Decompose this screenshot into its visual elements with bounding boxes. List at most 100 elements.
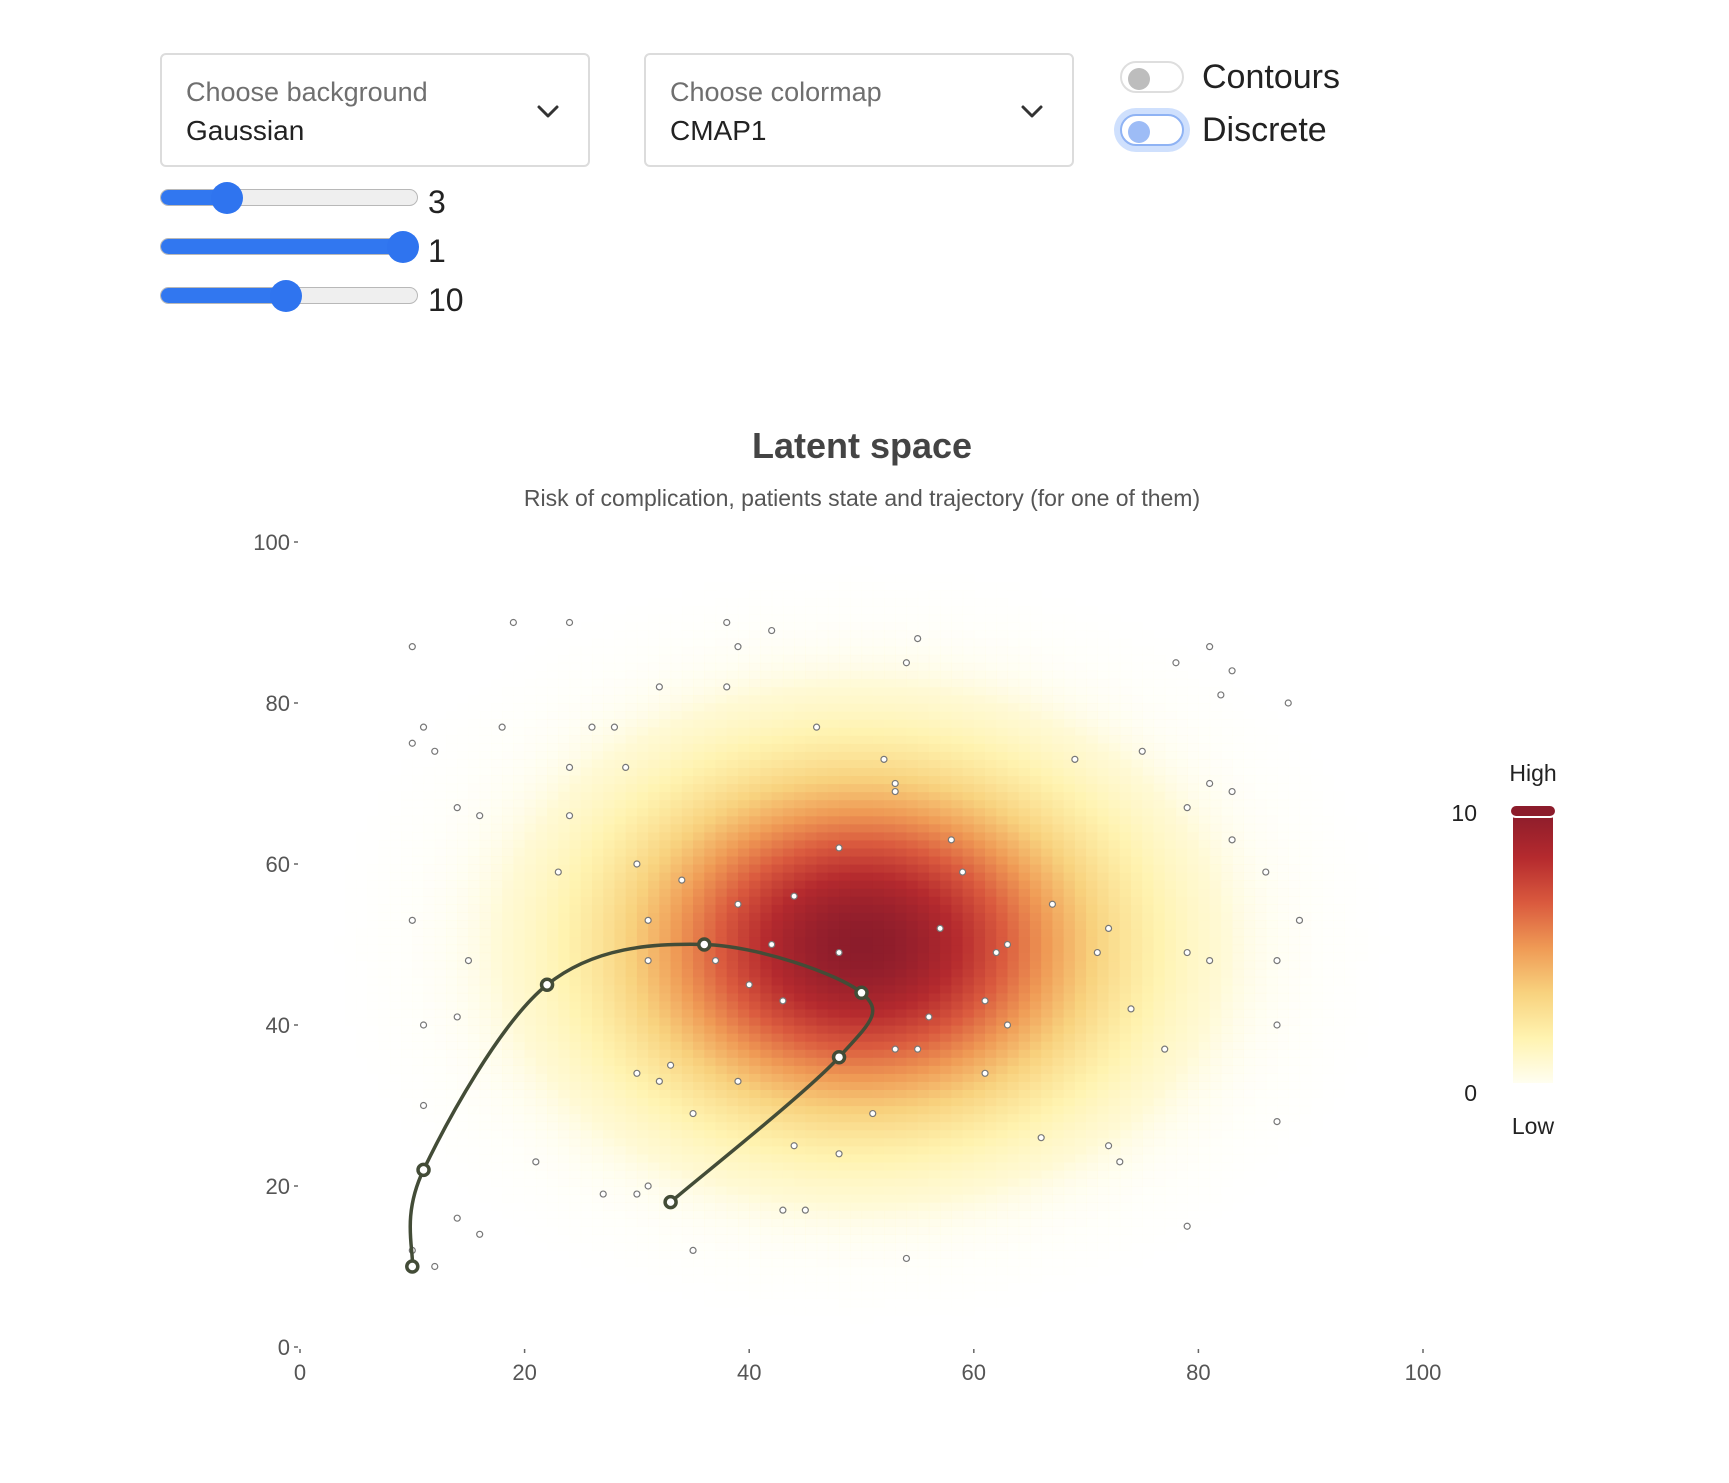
- heatmap-cell: [962, 888, 975, 897]
- discrete-toggle[interactable]: [1120, 114, 1184, 146]
- heatmap-cell: [1018, 944, 1031, 954]
- heatmap-cell: [1041, 606, 1054, 616]
- heatmap-cell: [726, 815, 739, 825]
- heatmap-cell: [1041, 1113, 1054, 1123]
- heatmap-cell: [670, 638, 683, 648]
- heatmap-cell: [940, 1049, 952, 1058]
- heatmap-cell: [816, 1298, 829, 1308]
- heatmap-cell: [1007, 1290, 1020, 1300]
- heatmap-cell: [636, 872, 649, 881]
- heatmap-cell: [962, 815, 975, 825]
- heatmap-cell: [906, 727, 919, 736]
- heatmap-cell: [771, 638, 784, 648]
- heatmap-cell: [883, 1153, 896, 1163]
- heatmap-cell: [659, 1153, 672, 1163]
- heatmap-cell: [861, 582, 874, 591]
- heatmap-cell: [569, 1202, 582, 1211]
- heatmap-cell: [535, 928, 548, 938]
- heatmap-cell: [715, 799, 728, 809]
- heatmap-cell: [468, 1025, 481, 1034]
- heatmap-cell: [524, 888, 537, 897]
- heatmap-cell: [636, 896, 649, 905]
- heatmap-cell: [872, 1041, 885, 1050]
- heatmap-cell: [850, 566, 863, 575]
- heatmap-cell: [704, 1218, 717, 1227]
- heatmap-cell: [996, 1210, 1009, 1219]
- heatmap-cell: [973, 912, 986, 921]
- heatmap-cell: [917, 1033, 930, 1042]
- heatmap-cell: [928, 582, 941, 591]
- heatmap-cell: [457, 968, 470, 978]
- heatmap-cell: [794, 678, 806, 688]
- heatmap-cell: [816, 984, 829, 994]
- heatmap-cell: [805, 1065, 818, 1074]
- heatmap-cell: [603, 727, 616, 736]
- heatmap-cell: [625, 1097, 638, 1107]
- heatmap-cell: [771, 1065, 784, 1074]
- heatmap-cell: [423, 1041, 436, 1050]
- heatmap-cell: [715, 872, 728, 881]
- slider-3-thumb[interactable]: [270, 280, 303, 312]
- slider-2-track[interactable]: [160, 238, 418, 255]
- slider-2-thumb[interactable]: [386, 231, 419, 263]
- heatmap-cell: [827, 960, 840, 970]
- heatmap-cell: [670, 1153, 683, 1163]
- heatmap-cell: [681, 614, 694, 624]
- heatmap-cell: [659, 823, 672, 833]
- heatmap-cell: [883, 614, 896, 624]
- heatmap-cell: [558, 815, 571, 825]
- heatmap-cell: [726, 1137, 739, 1147]
- heatmap-cell: [524, 1202, 537, 1211]
- heatmap-cell: [535, 1049, 548, 1058]
- heatmap-cell: [872, 1274, 885, 1284]
- heatmap-cell: [659, 719, 672, 728]
- heatmap-cell: [1052, 1177, 1065, 1187]
- heatmap-cell: [805, 984, 818, 994]
- colormap-select[interactable]: Choose colormap CMAP1: [644, 53, 1074, 167]
- heatmap-cell: [850, 799, 863, 809]
- heatmap-cell: [1007, 719, 1020, 728]
- heatmap-cell: [614, 976, 627, 986]
- heatmap-cell: [659, 1065, 672, 1074]
- heatmap-cell: [434, 847, 447, 857]
- heatmap-cell: [1018, 1097, 1031, 1107]
- heatmap-cell: [378, 839, 391, 849]
- heatmap-cell: [513, 1105, 526, 1115]
- heatmap-cell: [445, 855, 458, 865]
- heatmap-cell: [872, 735, 885, 744]
- heatmap-cell: [839, 920, 851, 929]
- heatmap-cell: [985, 703, 997, 712]
- heatmap-cell: [928, 1089, 941, 1099]
- heatmap-cell: [782, 1274, 795, 1284]
- heatmap-cell: [423, 735, 436, 744]
- heatmap-cell: [973, 622, 986, 632]
- heatmap-cell: [401, 791, 413, 801]
- heatmap-cell: [996, 1169, 1009, 1179]
- heatmap-cell: [412, 807, 425, 817]
- heatmap-cell: [895, 590, 908, 599]
- heatmap-cell: [648, 984, 660, 994]
- heatmap-cell: [715, 807, 728, 817]
- heatmap-cell: [681, 888, 694, 897]
- heatmap-cell: [726, 582, 739, 591]
- slider-1-thumb[interactable]: [211, 182, 244, 214]
- heatmap-cell: [895, 823, 908, 833]
- background-select[interactable]: Choose background Gaussian: [160, 53, 590, 167]
- heatmap-cell: [996, 960, 1009, 970]
- heatmap-cell: [906, 1049, 919, 1058]
- heatmap-cell: [782, 743, 795, 752]
- heatmap-cell: [1007, 831, 1020, 841]
- heatmap-cell: [591, 984, 604, 994]
- heatmap-cell: [1018, 646, 1031, 656]
- heatmap-cell: [445, 1081, 458, 1090]
- heatmap-cell: [648, 952, 660, 962]
- heatmap-cell: [883, 920, 896, 929]
- heatmap-cell: [490, 928, 503, 938]
- heatmap-cell: [591, 1097, 604, 1107]
- heatmap-cell: [614, 912, 627, 921]
- heatmap-cell: [895, 1033, 908, 1042]
- contours-toggle[interactable]: [1120, 61, 1184, 93]
- heatmap-cell: [917, 847, 930, 857]
- heatmap-cell: [726, 1041, 739, 1050]
- heatmap-cell: [681, 654, 694, 664]
